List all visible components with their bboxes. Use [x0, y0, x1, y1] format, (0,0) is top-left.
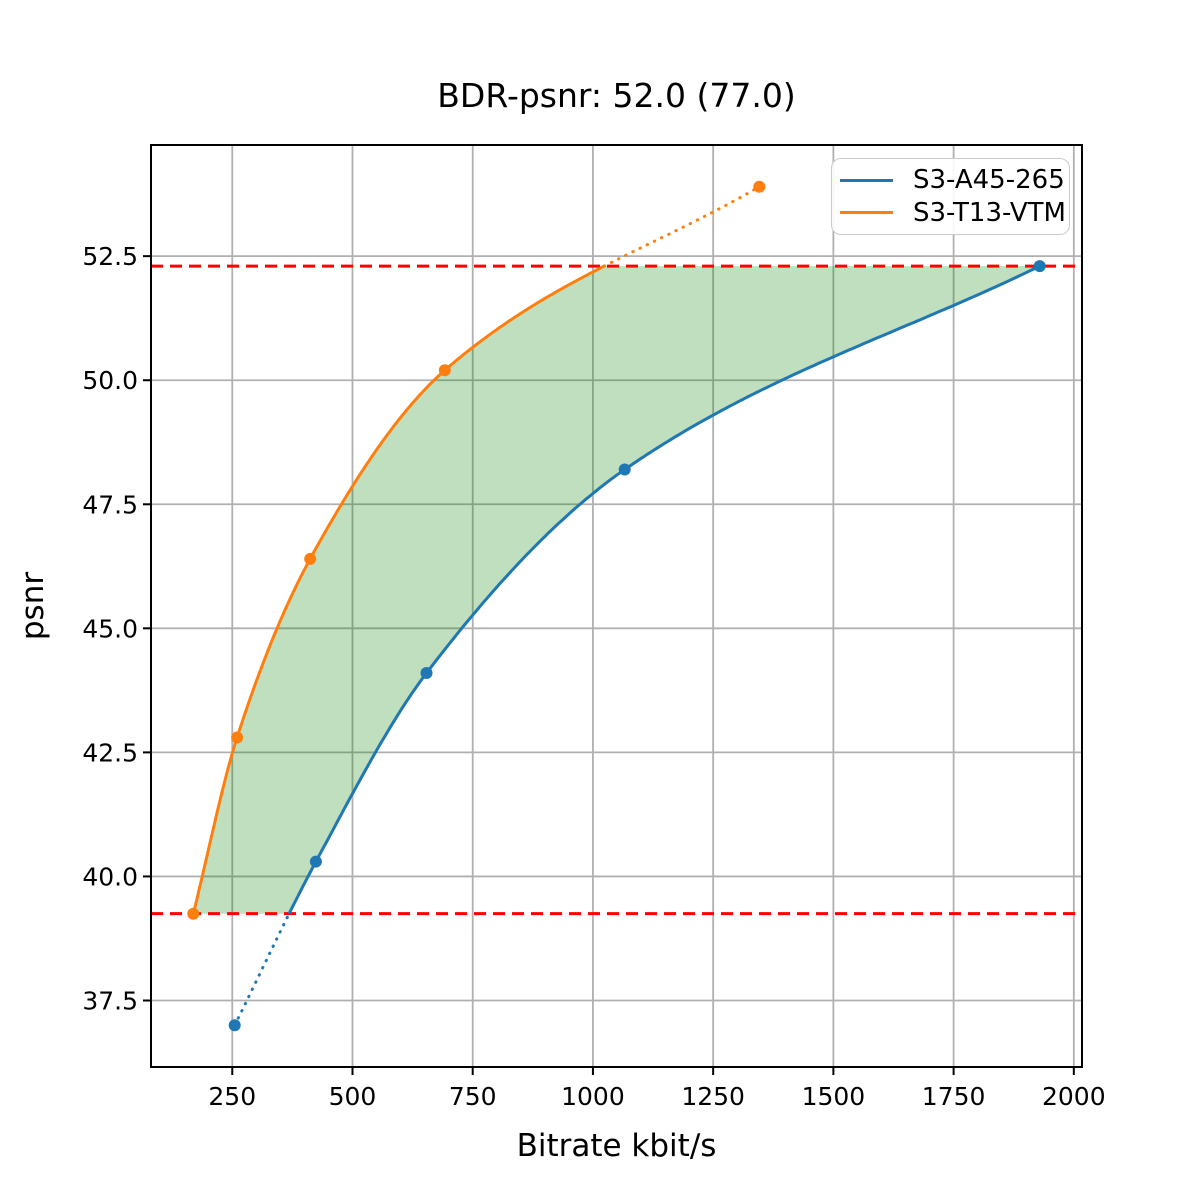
blue-curve-dotted-segment: [233, 912, 291, 1027]
data-point-s3-t13-vtm: [438, 364, 451, 377]
data-point-s3-a45-265: [420, 667, 433, 679]
x-tick-label: 750: [449, 1082, 497, 1111]
y-tick-label: 37.5: [82, 987, 138, 1016]
legend: S3-A45-265 S3-T13-VTM: [831, 158, 1070, 235]
y-tick-label: 42.5: [82, 738, 138, 767]
legend-line-blue-icon: [840, 178, 893, 182]
bd-overlap-fill: [193, 266, 1040, 914]
legend-item-s3-a45-265: S3-A45-265: [840, 164, 1065, 197]
y-tick-label: 47.5: [82, 490, 138, 519]
y-tick-label: 45.0: [82, 614, 138, 643]
legend-line-orange-icon: [840, 211, 893, 215]
plot-border: [150, 144, 1083, 1068]
y-tick-label: 50.0: [82, 366, 138, 395]
data-point-s3-a45-265: [1033, 260, 1046, 273]
legend-label: S3-T13-VTM: [913, 197, 1066, 228]
x-axis-label: Bitrate kbit/s: [516, 1128, 717, 1164]
data-point-s3-t13-vtm: [753, 180, 766, 193]
data-point-s3-a45-265: [309, 855, 322, 868]
x-tick-label: 500: [329, 1082, 377, 1111]
chart-title: BDR-psnr: 52.0 (77.0): [437, 76, 796, 115]
orange-curve-s3-t13-vtm: [191, 264, 605, 915]
y-tick-label: 40.0: [82, 862, 138, 891]
data-point-s3-a45-265: [228, 1019, 241, 1032]
legend-label: S3-A45-265: [913, 165, 1065, 196]
x-tick-label: 1250: [681, 1082, 745, 1111]
x-tick-label: 1000: [561, 1082, 625, 1111]
x-tick-label: 1500: [802, 1082, 866, 1111]
orange-curve-dotted-segment: [602, 185, 761, 268]
legend-item-s3-t13-vtm: S3-T13-VTM: [840, 197, 1066, 230]
data-point-s3-t13-vtm: [304, 552, 317, 565]
y-axis-label: psnr: [15, 571, 51, 641]
data-point-s3-t13-vtm: [231, 731, 244, 744]
y-tick-label: 52.5: [82, 242, 138, 271]
x-tick-label: 1750: [922, 1082, 986, 1111]
x-tick-label: 250: [208, 1082, 256, 1111]
x-tick-label: 2000: [1042, 1082, 1106, 1111]
data-point-s3-t13-vtm: [187, 907, 200, 920]
blue-curve-s3-a45-265: [287, 264, 1041, 915]
data-point-s3-a45-265: [618, 463, 631, 476]
